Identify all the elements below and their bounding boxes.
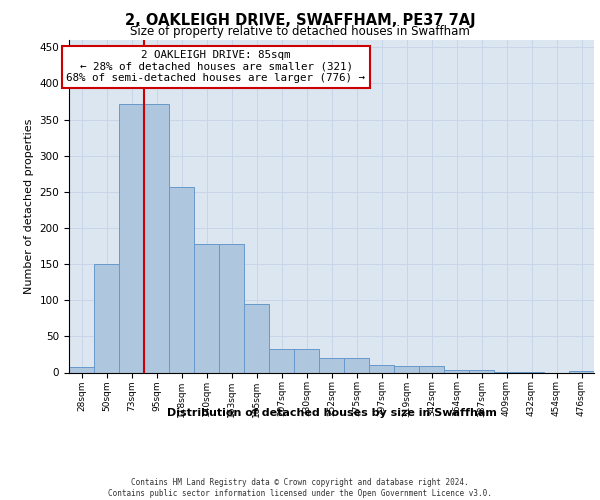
Bar — [469, 370, 494, 372]
Bar — [394, 366, 419, 372]
Bar — [444, 370, 469, 372]
Bar — [219, 244, 244, 372]
Bar — [419, 366, 444, 372]
Bar — [319, 358, 344, 372]
Text: Contains HM Land Registry data © Crown copyright and database right 2024.
Contai: Contains HM Land Registry data © Crown c… — [108, 478, 492, 498]
Bar — [94, 264, 119, 372]
Bar — [119, 104, 144, 372]
Text: 2, OAKLEIGH DRIVE, SWAFFHAM, PE37 7AJ: 2, OAKLEIGH DRIVE, SWAFFHAM, PE37 7AJ — [125, 12, 475, 28]
Bar — [144, 104, 169, 372]
Bar — [194, 244, 219, 372]
Bar — [244, 304, 269, 372]
Bar — [344, 358, 369, 372]
Bar — [294, 350, 319, 372]
Bar — [169, 186, 194, 372]
Bar — [269, 350, 294, 372]
Text: 2 OAKLEIGH DRIVE: 85sqm
← 28% of detached houses are smaller (321)
68% of semi-d: 2 OAKLEIGH DRIVE: 85sqm ← 28% of detache… — [67, 50, 365, 83]
Bar — [569, 371, 594, 372]
Bar — [69, 368, 94, 372]
Bar — [369, 364, 394, 372]
Text: Size of property relative to detached houses in Swaffham: Size of property relative to detached ho… — [130, 25, 470, 38]
Text: Distribution of detached houses by size in Swaffham: Distribution of detached houses by size … — [167, 408, 497, 418]
Y-axis label: Number of detached properties: Number of detached properties — [24, 118, 34, 294]
